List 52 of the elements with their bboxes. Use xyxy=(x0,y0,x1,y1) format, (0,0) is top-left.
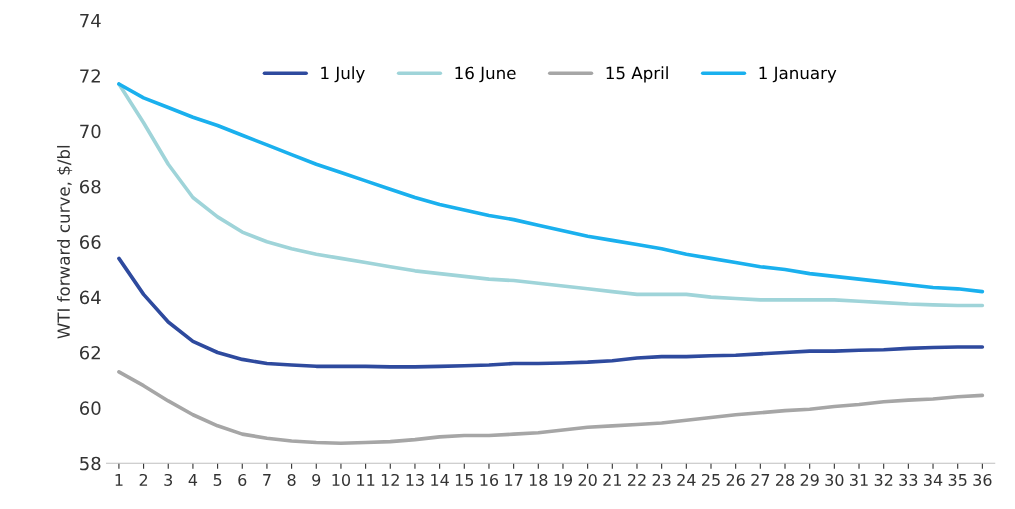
y-tick-label: 60 xyxy=(80,401,101,415)
x-tick-label: 29 xyxy=(800,473,819,486)
x-tick-label: 31 xyxy=(850,473,868,486)
x-tick-label: 15 xyxy=(455,474,474,486)
x-tick-label: 34 xyxy=(924,473,943,486)
x-tick-label: 28 xyxy=(776,473,795,486)
x-tick-label: 22 xyxy=(627,473,646,486)
x-tick-label: 24 xyxy=(677,473,696,486)
y-tick-label: 70 xyxy=(80,124,101,139)
y-tick-label: 58 xyxy=(80,456,101,471)
y-tick-label: 62 xyxy=(80,345,100,360)
y-tick-label: 68 xyxy=(80,179,101,194)
x-tick-label: 13 xyxy=(406,473,424,486)
x-tick-label: 20 xyxy=(578,473,597,486)
x-tick-label: 5 xyxy=(213,474,222,486)
x-tick-label: 12 xyxy=(381,473,399,486)
legend-label: 1 January xyxy=(759,66,837,83)
x-tick-label: 11 xyxy=(357,474,375,486)
line-series xyxy=(117,256,985,369)
x-tick-label: 30 xyxy=(825,473,844,486)
x-tick-label: 3 xyxy=(164,473,173,486)
y-tick-label: 72 xyxy=(80,69,100,83)
x-tick-label: 33 xyxy=(899,473,918,486)
x-tick-label: 16 xyxy=(480,473,499,486)
legend-label: 1 July xyxy=(321,66,365,83)
legend-label: 15 April xyxy=(606,66,668,83)
x-tick-label: 21 xyxy=(603,473,621,486)
y-tick-label: 64 xyxy=(80,290,101,305)
x-tick-label: 23 xyxy=(652,473,671,486)
x-tick-label: 2 xyxy=(139,473,148,486)
x-tick-label: 14 xyxy=(431,474,449,486)
x-tick-label: 8 xyxy=(287,473,296,486)
x-tick-label: 25 xyxy=(702,473,720,486)
x-tick-label: 18 xyxy=(529,473,548,486)
x-tick-label: 35 xyxy=(948,473,967,486)
x-tick-label: 4 xyxy=(188,474,198,486)
x-tick-label: 6 xyxy=(238,473,247,486)
x-tick-label: 17 xyxy=(505,474,523,486)
x-tick-label: 1 xyxy=(115,474,123,486)
y-tick-label: 74 xyxy=(80,14,101,28)
x-tick-label: 19 xyxy=(554,473,573,486)
x-tick-label: 10 xyxy=(332,473,351,486)
y-tick-label: 66 xyxy=(80,235,101,249)
line-series xyxy=(117,370,985,446)
x-tick-label: 36 xyxy=(973,473,992,486)
x-tick-label: 7 xyxy=(263,474,271,486)
x-tick-label: 26 xyxy=(726,473,745,486)
x-tick-label: 9 xyxy=(312,473,321,486)
x-tick-label: 27 xyxy=(751,473,770,486)
y-axis-title: WTI forward curve, $/bl xyxy=(57,145,73,339)
legend-label: 16 June xyxy=(455,66,516,83)
x-tick-label: 32 xyxy=(874,473,893,486)
